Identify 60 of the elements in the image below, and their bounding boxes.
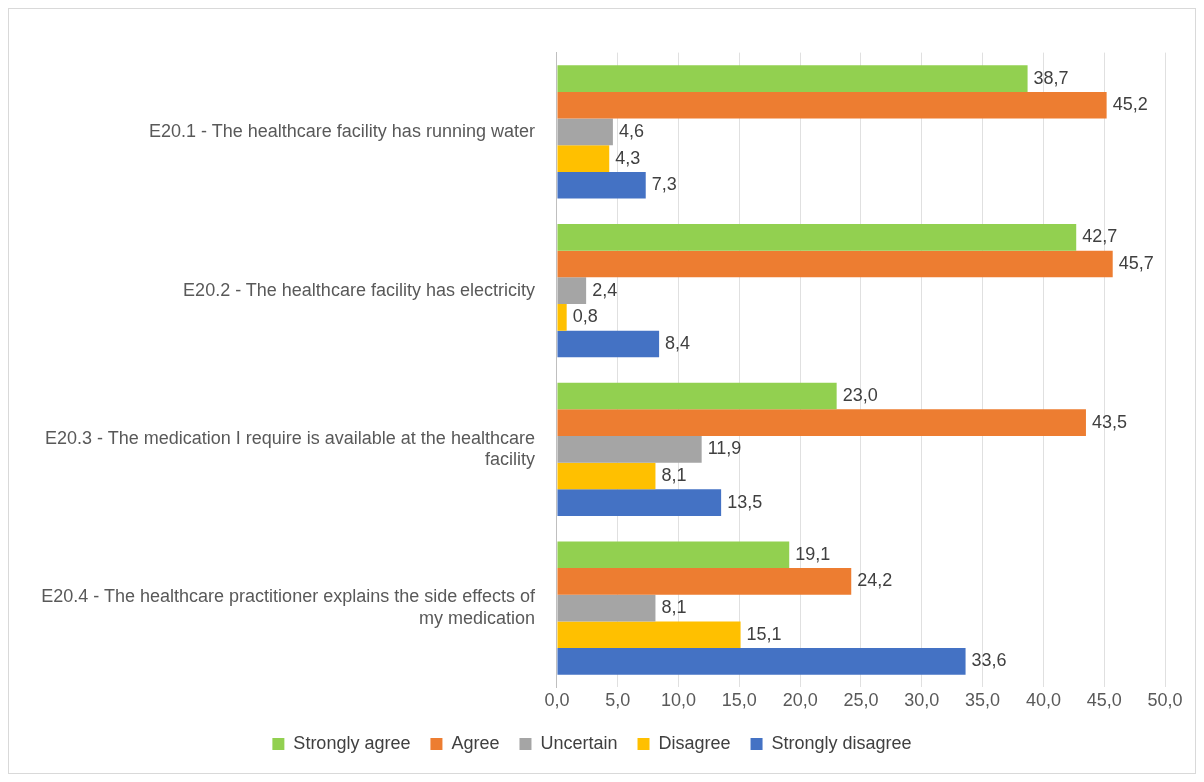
bar	[557, 568, 852, 595]
legend-label: Uncertain	[540, 732, 618, 753]
bar	[557, 303, 567, 331]
bar	[557, 171, 646, 199]
data-label: 42,7	[1082, 226, 1118, 247]
data-label: 8,4	[665, 332, 691, 353]
data-label: 43,5	[1091, 411, 1127, 432]
x-tick-label: 15,0	[721, 690, 757, 711]
bar	[557, 91, 1107, 119]
y-tick-label: E20.4 - The healthcare practitioner explains the side effects of my medication	[41, 586, 536, 628]
bar	[557, 65, 1028, 92]
legend-label: Agree	[451, 732, 500, 753]
x-tick-label: 20,0	[782, 690, 818, 711]
data-label: 4,6	[618, 120, 644, 141]
bar	[557, 541, 790, 569]
data-label: 45,7	[1118, 252, 1154, 273]
bar	[557, 382, 837, 410]
x-tick-label: 50,0	[1147, 690, 1183, 711]
data-label: 33,6	[971, 650, 1007, 671]
x-tick-label: 40,0	[1025, 690, 1061, 711]
data-label: 19,1	[795, 543, 831, 564]
bar	[557, 277, 587, 304]
data-label: 4,3	[615, 147, 641, 168]
data-label: 13,5	[727, 491, 763, 512]
bar	[557, 224, 1077, 251]
data-label: 23,0	[842, 385, 878, 405]
data-label: 0,8	[572, 306, 598, 327]
data-label: 2,4	[592, 279, 618, 300]
bar	[557, 330, 660, 358]
data-label: 7,3	[651, 174, 677, 195]
x-tick-label: 0,0	[544, 690, 570, 711]
data-label: 8,1	[661, 597, 687, 618]
bar	[557, 436, 702, 463]
y-tick-label: E20.2 - The healthcare facility has electricity	[183, 279, 535, 300]
data-label: 38,7	[1033, 67, 1069, 88]
data-label: 45,2	[1112, 94, 1148, 115]
y-tick-label: E20.3 - The medication I require is available at the healthcare facility	[44, 427, 535, 470]
y-tick-label: E20.1 - The healthcare facility has running water	[149, 120, 535, 141]
bar	[557, 250, 1113, 278]
x-tick-label: 35,0	[965, 690, 1001, 711]
bar	[557, 621, 741, 649]
bar	[557, 462, 656, 490]
bar	[557, 409, 1086, 437]
data-label: 11,9	[707, 438, 742, 459]
x-tick-label: 10,0	[661, 690, 697, 711]
legend-label: Strongly disagree	[771, 732, 912, 753]
x-tick-label: 25,0	[843, 690, 879, 711]
bar	[557, 145, 610, 172]
data-label: 24,2	[857, 570, 893, 591]
legend-label: Strongly agree	[293, 732, 411, 753]
bar	[557, 648, 966, 675]
bar	[557, 118, 613, 146]
bar	[557, 594, 656, 622]
bar	[557, 489, 722, 516]
data-label: 15,1	[746, 623, 782, 644]
x-tick-label: 45,0	[1086, 690, 1122, 711]
x-tick-label: 30,0	[904, 690, 940, 711]
legend-label: Disagree	[658, 732, 731, 753]
data-label: 8,1	[661, 464, 687, 485]
x-tick-label: 5,0	[605, 690, 631, 711]
